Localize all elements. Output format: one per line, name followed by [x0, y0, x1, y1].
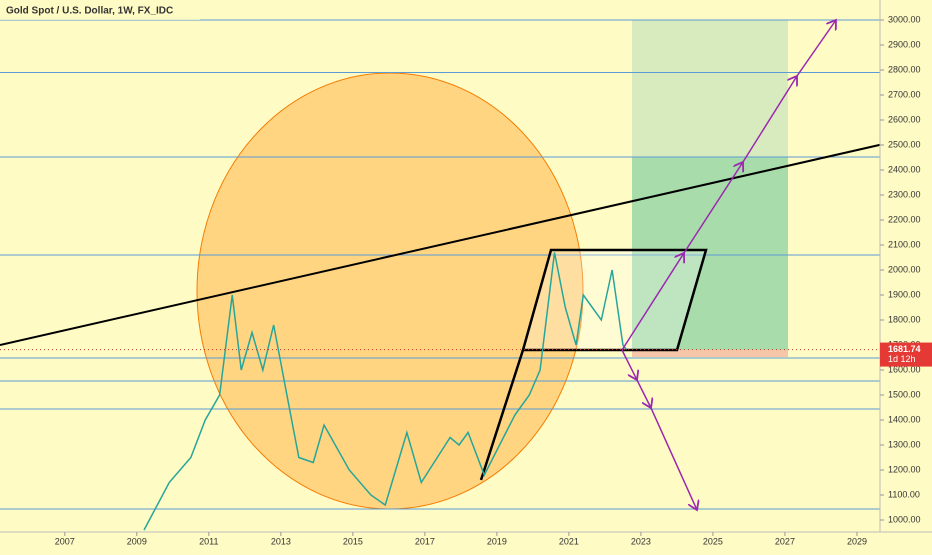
x-tick-label: 2027 [775, 536, 795, 546]
y-tick-label: 2700.00 [888, 89, 921, 99]
y-tick-label: 1800.00 [888, 314, 921, 324]
y-tick-label: 1400.00 [888, 414, 921, 424]
x-tick-label: 2021 [559, 536, 579, 546]
x-tick-label: 2017 [415, 536, 435, 546]
x-tick-label: 2007 [55, 536, 75, 546]
chart-title: Gold Spot / U.S. Dollar, 1W, FX_IDC [6, 6, 173, 17]
parallelogram [521, 248, 708, 352]
y-tick-label: 1900.00 [888, 289, 921, 299]
title-bg [0, 0, 200, 20]
x-tick-label: 2029 [847, 536, 867, 546]
stop-zone [632, 350, 788, 357]
x-tick-label: 2013 [271, 536, 291, 546]
last-price-label: 1681.74 [888, 344, 921, 354]
countdown-label: 1d 12h [888, 354, 916, 364]
y-tick-label: 1600.00 [888, 364, 921, 374]
y-tick-label: 2000.00 [888, 264, 921, 274]
x-tick-label: 2015 [343, 536, 363, 546]
y-tick-label: 1000.00 [888, 514, 921, 524]
y-tick-label: 2600.00 [888, 114, 921, 124]
price-line [143, 252, 628, 531]
y-tick-label: 2200.00 [888, 214, 921, 224]
y-tick-label: 3000.00 [888, 14, 921, 24]
y-axis [880, 0, 932, 550]
trend-line [479, 349, 525, 481]
y-tick-label: 2500.00 [888, 139, 921, 149]
x-tick-label: 2011 [199, 536, 218, 546]
y-tick-label: 1200.00 [888, 464, 921, 474]
x-tick-label: 2019 [487, 536, 507, 546]
projection-down [621, 349, 697, 510]
circle-drawing [196, 72, 584, 510]
y-tick-label: 2100.00 [888, 239, 921, 249]
y-tick-label: 2300.00 [888, 189, 921, 199]
y-tick-label: 2400.00 [888, 164, 921, 174]
x-tick-label: 2023 [631, 536, 651, 546]
projection-up [621, 20, 836, 351]
y-tick-label: 1500.00 [888, 389, 921, 399]
y-tick-label: 1100.00 [888, 489, 920, 499]
y-tick-label: 2800.00 [888, 64, 921, 74]
y-tick-label: 1300.00 [888, 439, 921, 449]
x-tick-label: 2009 [127, 536, 147, 546]
x-tick-label: 2025 [703, 536, 723, 546]
y-tick-label: 2900.00 [888, 39, 921, 49]
last-price-tag [880, 342, 932, 367]
